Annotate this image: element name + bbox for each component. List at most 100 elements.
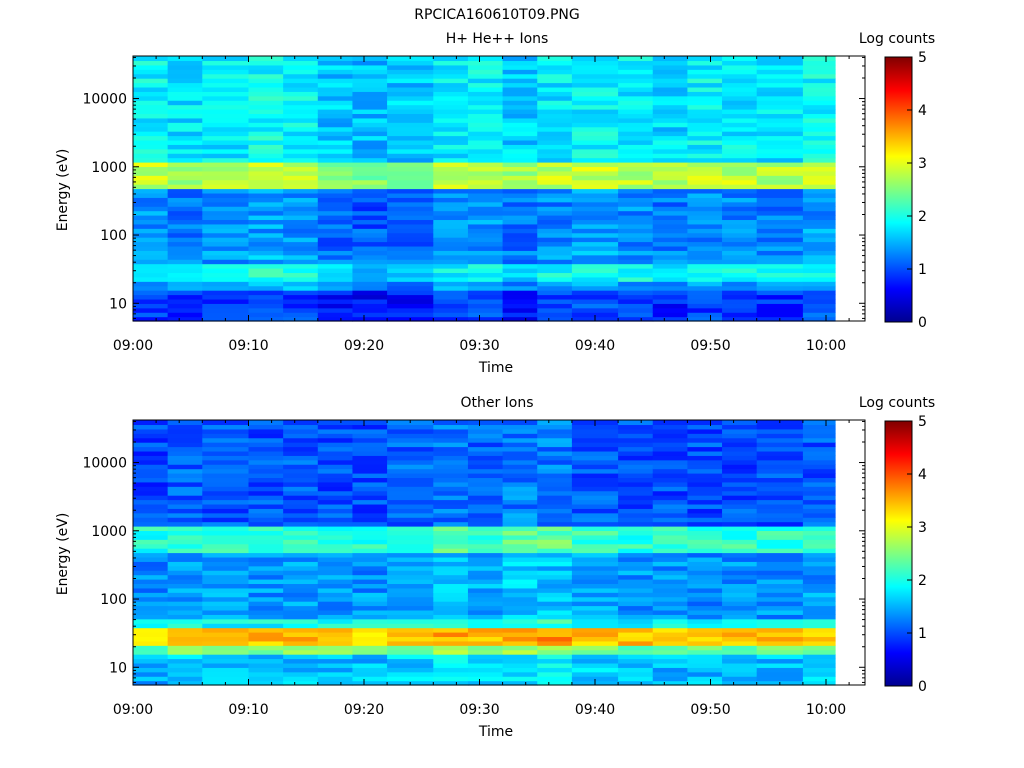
heatmap-cell: [618, 69, 654, 75]
heatmap-cell: [167, 162, 203, 168]
heatmap-cell: [248, 307, 284, 313]
y-tick-label: 10000: [82, 92, 127, 108]
heatmap-cell: [202, 561, 250, 567]
heatmap-cell: [652, 60, 688, 66]
heatmap-cell: [387, 144, 434, 150]
heatmap-cell: [248, 263, 284, 269]
heatmap-cell: [652, 210, 688, 216]
heatmap-cell: [502, 601, 538, 607]
heatmap-cell: [537, 298, 573, 304]
heatmap-cell: [317, 303, 354, 309]
heatmap-cell: [802, 298, 836, 304]
heatmap-cell: [467, 632, 504, 638]
heatmap-cell: [167, 316, 203, 322]
heatmap-cell: [756, 481, 804, 487]
heatmap-cell: [167, 596, 203, 602]
heatmap-cell: [433, 263, 469, 269]
heatmap-cell: [352, 596, 388, 602]
heatmap-cell: [537, 486, 573, 492]
heatmap-cell: [722, 157, 758, 163]
heatmap-cell: [802, 526, 836, 532]
heatmap-cell: [502, 636, 538, 642]
heatmap-cell: [387, 73, 434, 79]
heatmap-cell: [571, 503, 619, 509]
heatmap-cell: [133, 565, 169, 571]
heatmap-cell: [802, 420, 836, 426]
heatmap-cell: [802, 623, 836, 629]
heatmap-cell: [722, 495, 758, 501]
heatmap-cell: [802, 86, 836, 92]
heatmap-cell: [202, 268, 250, 274]
heatmap-cell: [167, 477, 203, 483]
heatmap-cell: [618, 281, 654, 287]
heatmap-cell: [756, 170, 804, 176]
heatmap-cell: [652, 162, 688, 168]
heatmap-cell: [722, 592, 758, 598]
heatmap-cell: [802, 316, 836, 322]
heatmap-cell: [618, 285, 654, 291]
heatmap-cell: [571, 649, 619, 655]
heatmap-cell: [283, 303, 319, 309]
heatmap-cell: [618, 587, 654, 593]
heatmap-cell: [352, 561, 388, 567]
heatmap-cell: [467, 197, 504, 203]
heatmap-cell: [202, 649, 250, 655]
heatmap-cell: [687, 420, 723, 426]
heatmap-cell: [687, 241, 723, 247]
heatmap-cell: [502, 78, 538, 84]
heatmap-cell: [687, 73, 723, 79]
y-axis-label: Energy (eV): [55, 149, 71, 232]
heatmap-cell: [167, 144, 203, 150]
heatmap-cell: [387, 272, 434, 278]
heatmap-cell: [433, 565, 469, 571]
heatmap-cell: [467, 175, 504, 181]
heatmap-cell: [802, 561, 836, 567]
heatmap-cell: [387, 442, 434, 448]
heatmap-cell: [283, 188, 319, 194]
heatmap-cell: [317, 285, 354, 291]
heatmap-cell: [387, 281, 434, 287]
heatmap-cell: [433, 464, 469, 470]
heatmap-cell: [283, 667, 319, 673]
heatmap-cell: [433, 428, 469, 434]
heatmap-cell: [756, 206, 804, 212]
heatmap-cell: [756, 583, 804, 589]
heatmap-cell: [248, 618, 284, 624]
heatmap-cell: [467, 680, 504, 686]
heatmap-cell: [133, 658, 169, 664]
heatmap-cell: [202, 245, 250, 251]
heatmap-cell: [537, 56, 573, 62]
heatmap-cell: [133, 680, 169, 686]
heatmap-cell: [387, 175, 434, 181]
heatmap-cell: [502, 188, 538, 194]
heatmap-cell: [202, 481, 250, 487]
heatmap-cell: [502, 433, 538, 439]
heatmap-cell: [387, 605, 434, 611]
heatmap-cell: [802, 210, 836, 216]
heatmap-cell: [317, 539, 354, 545]
heatmap-cell: [352, 539, 388, 545]
heatmap-cell: [722, 197, 758, 203]
heatmap-cell: [722, 548, 758, 554]
heatmap-cell: [317, 290, 354, 296]
heatmap-cell: [502, 175, 538, 181]
heatmap-cell: [618, 192, 654, 198]
heatmap-cell: [756, 574, 804, 580]
heatmap-cell: [652, 574, 688, 580]
heatmap-cell: [202, 587, 250, 593]
heatmap-cell: [467, 166, 504, 172]
heatmap-cell: [802, 464, 836, 470]
heatmap-cell: [722, 73, 758, 79]
heatmap-cell: [571, 609, 619, 615]
heatmap-cell: [687, 263, 723, 269]
heatmap-cell: [352, 459, 388, 465]
heatmap-cell: [202, 139, 250, 145]
heatmap-cell: [202, 662, 250, 668]
heatmap-cell: [756, 122, 804, 128]
heatmap-cell: [687, 259, 723, 265]
heatmap-cell: [433, 316, 469, 322]
heatmap-cell: [722, 671, 758, 677]
heatmap-cell: [352, 654, 388, 660]
heatmap-cell: [202, 166, 250, 172]
heatmap-cell: [352, 56, 388, 62]
